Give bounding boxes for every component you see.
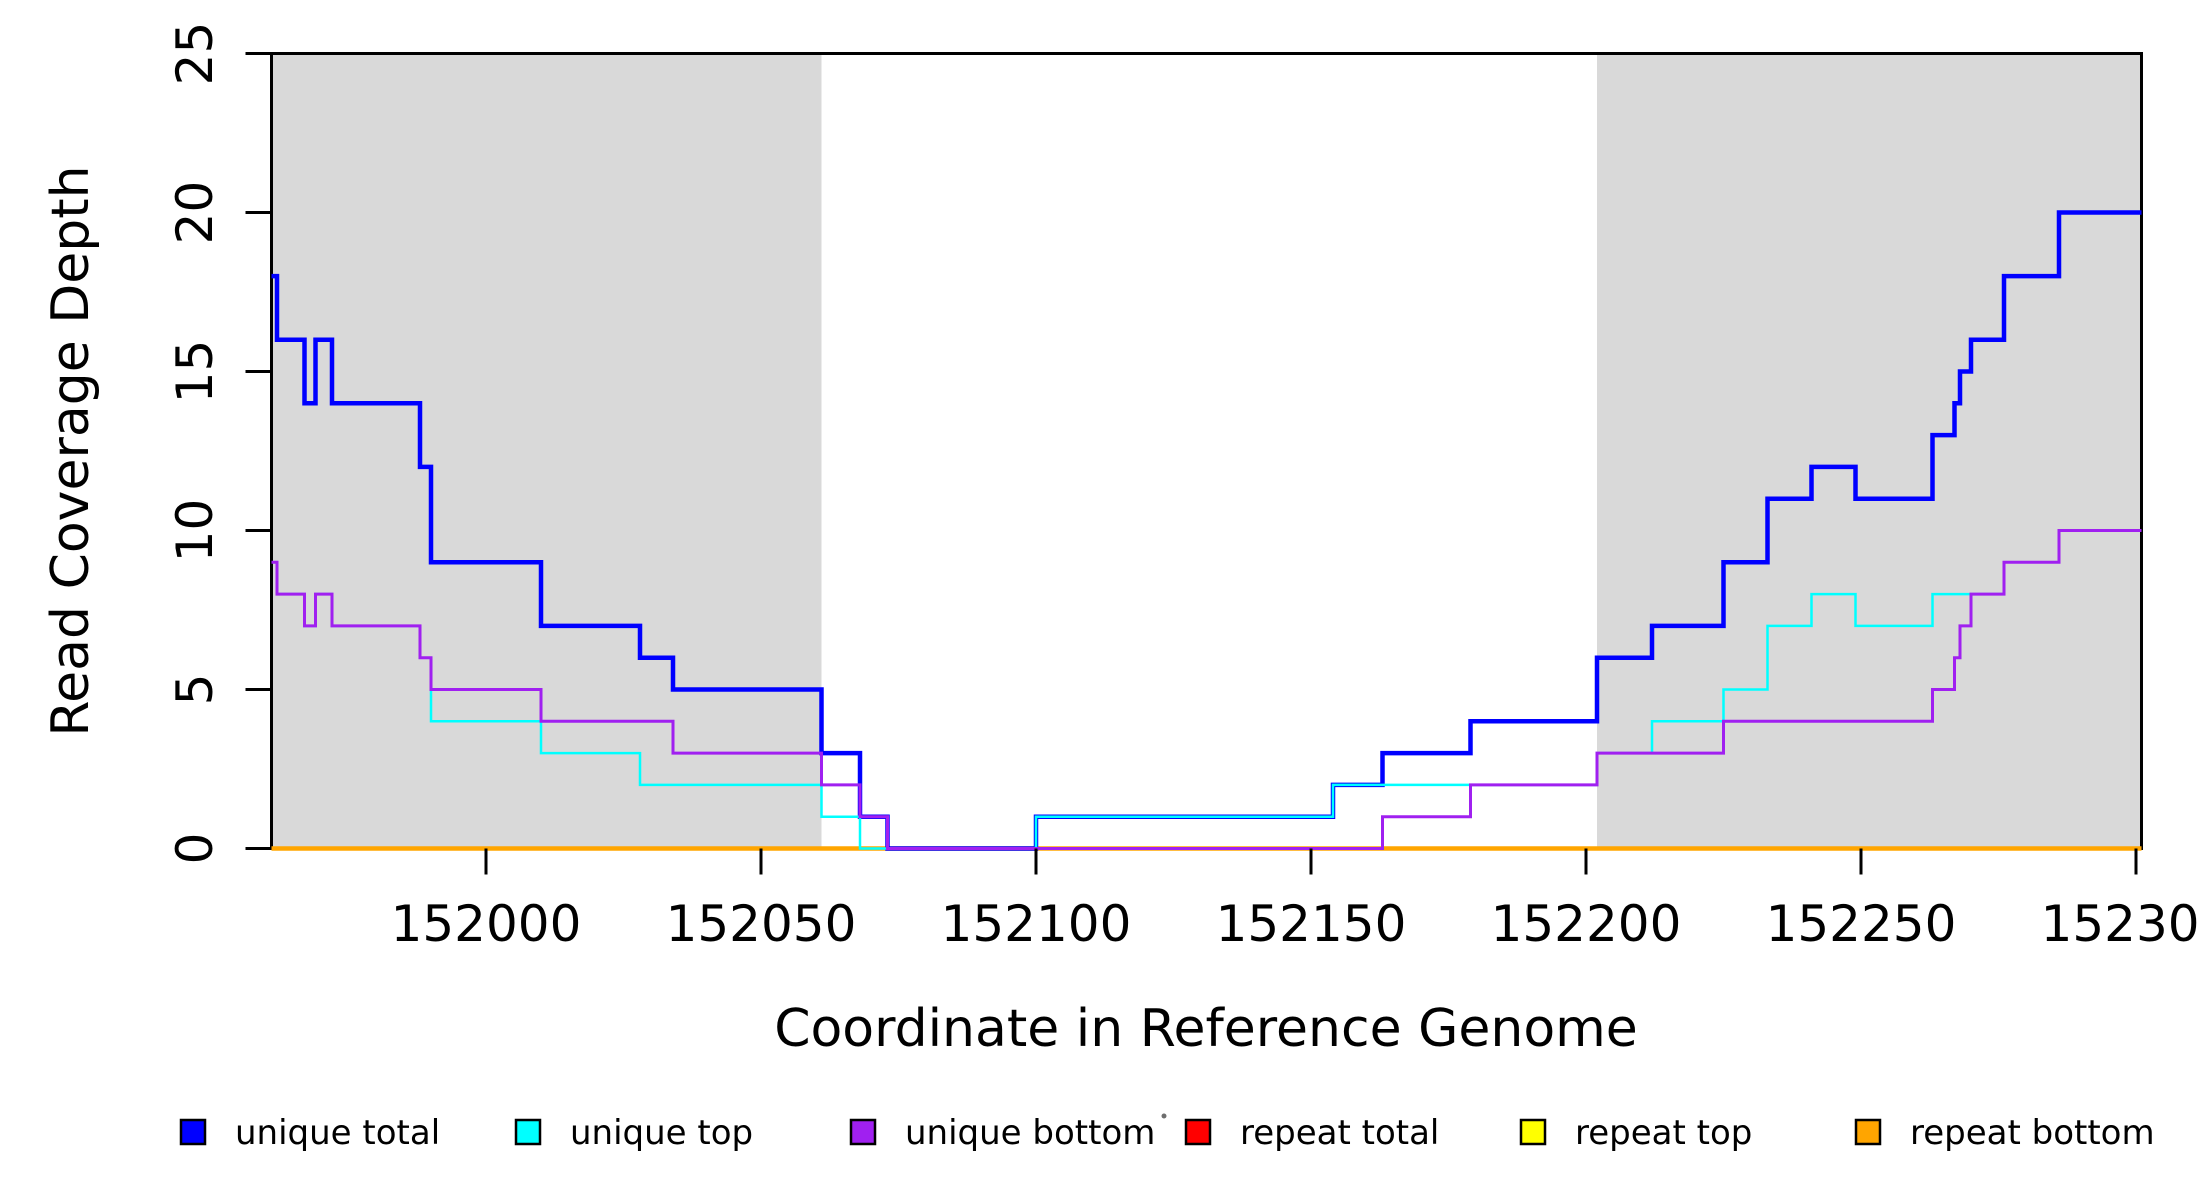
- repeat-region-right: [1597, 53, 2142, 849]
- unique-bottom-swatch: [849, 1118, 877, 1146]
- legend-item-unique-total: unique total: [179, 1113, 440, 1153]
- unique-bottom-line: [271, 529, 2142, 850]
- unique-total-swatch: [179, 1118, 207, 1146]
- repeat-total-swatch: [1184, 1118, 1212, 1146]
- x-tick-label: 152150: [1216, 895, 1407, 953]
- unique-bottom-legend-label: unique bottom: [905, 1113, 1155, 1153]
- x-tick-label: 152250: [1766, 895, 1957, 953]
- x-tick-label: 152100: [941, 895, 1132, 953]
- legend-item-repeat-bottom: repeat bottom: [1854, 1113, 2155, 1153]
- x-axis-title: Coordinate in Reference Genome: [774, 999, 1638, 1059]
- legend: unique total unique top unique bottom repea…: [179, 1113, 2155, 1153]
- repeat-region-left: [271, 53, 822, 849]
- unique-top-swatch: [514, 1118, 542, 1146]
- legend-item-unique-top: unique top: [514, 1113, 753, 1153]
- unique-total-legend-label: unique total: [235, 1113, 440, 1153]
- y-tick-label: 25: [166, 22, 224, 86]
- y-tick-label: 0: [166, 833, 224, 865]
- y-tick-label: 10: [166, 499, 224, 563]
- legend-item-repeat-total: repeat total: [1184, 1113, 1439, 1153]
- repeat-top-legend-label: repeat top: [1575, 1113, 1752, 1153]
- shaded-repeat-regions: [271, 53, 2142, 849]
- artifact-dot: [1161, 1113, 1167, 1119]
- y-tick-label: 15: [166, 340, 224, 404]
- y-tick-label: 5: [166, 674, 224, 706]
- repeat-total-legend-label: repeat total: [1240, 1113, 1439, 1153]
- coverage-step-lines: [271, 210, 2142, 851]
- x-tick-label: 152000: [391, 895, 582, 953]
- y-axis: 0 5 10 15 20 25: [166, 22, 272, 865]
- repeat-bottom-swatch: [1854, 1118, 1882, 1146]
- repeat-top-swatch: [1519, 1118, 1547, 1146]
- x-axis: 152000 152050 152100 152150 152200 152250 1523…: [391, 848, 2200, 953]
- y-axis-title: Read Coverage Depth: [41, 165, 101, 736]
- repeat-bottom-legend-label: repeat bottom: [1910, 1113, 2155, 1153]
- legend-item-repeat-top: repeat top: [1519, 1113, 1752, 1153]
- legend-item-unique-bottom: unique bottom: [849, 1113, 1155, 1153]
- y-tick-label: 20: [166, 181, 224, 245]
- x-tick-label: 152050: [666, 895, 857, 953]
- unique-top-legend-label: unique top: [570, 1113, 753, 1153]
- x-tick-label: 152200: [1491, 895, 1682, 953]
